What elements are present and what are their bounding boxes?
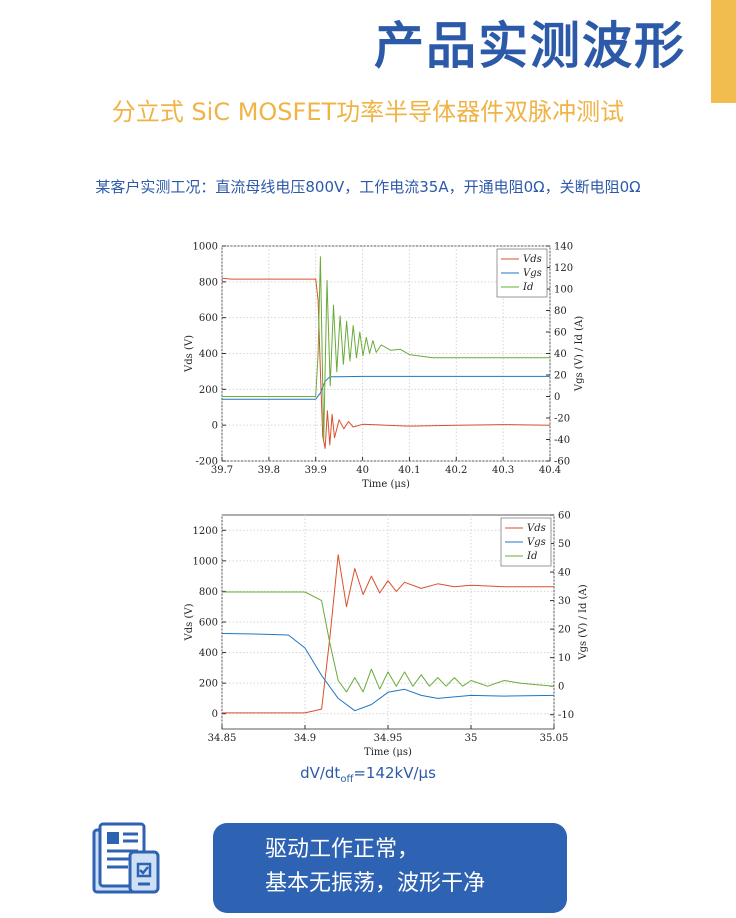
y-right-tick-label: 0 [558,682,564,693]
x-tick-label: 34.85 [208,733,237,744]
x-tick-label: 35 [465,733,478,744]
document-chip-icon [92,822,160,894]
legend-label: Vgs [523,268,542,279]
x-axis-label: Time (μs) [364,747,412,758]
dvdt-formula: dV/dtoff=142kV/μs [0,764,736,785]
y-right-tick-label: 120 [554,263,573,274]
y-right-tick-label: 40 [558,568,571,579]
x-tick-label: 34.95 [374,733,403,744]
y-left-tick-label: 0 [212,421,218,432]
formula-sub: off [340,774,354,785]
x-tick-label: 39.8 [258,465,280,476]
conclusion-callout: 驱动工作正常， 基本无振荡，波形干净 [213,823,567,913]
legend-label: Vds [523,254,542,265]
y-right-tick-label: 30 [558,596,571,607]
x-tick-label: 39.9 [305,465,327,476]
y-left-tick-label: -200 [196,457,218,468]
chart-turn-on: 34.85 34.9 34.95 35 35.050200400600800100012… [184,511,589,759]
y-right-tick-label: 20 [554,371,567,382]
page-subtitle: 分立式 SiC MOSFET功率半导体器件双脉冲测试 [111,98,625,126]
series-line-id [222,256,550,440]
y-right-tick-label: 140 [554,242,573,253]
legend-label: Id [522,282,533,293]
y-left-axis-label: Vds (V) [184,603,195,641]
y-right-tick-label: 10 [558,653,571,664]
y-right-tick-label: 80 [554,306,567,317]
legend: Vds Vgs Id [500,517,552,567]
x-axis-label: Time (μs) [362,479,410,490]
x-tick-label: 35.05 [540,733,569,744]
y-left-tick-label: 0 [212,709,218,720]
y-right-tick-label: 40 [554,349,567,360]
y-left-tick-label: 1200 [193,526,218,537]
legend-label: Id [526,551,537,562]
callout-line-2: 基本无振荡，波形干净 [265,871,486,896]
y-right-tick-label: -60 [554,457,570,468]
y-right-tick-label: -20 [554,414,570,425]
y-right-tick-label: 60 [554,328,567,339]
series-line-vgs [222,375,550,400]
y-right-tick-label: -10 [558,710,574,721]
x-tick-label: 34.9 [294,733,316,744]
y-left-tick-label: 800 [199,587,218,598]
x-tick-label: 40.3 [492,465,514,476]
y-right-tick-label: 100 [554,285,573,296]
x-tick-label: 40.4 [539,465,561,476]
x-tick-label: 40 [356,465,369,476]
y-right-tick-label: 60 [558,511,571,522]
y-left-axis-label: Vds (V) [184,335,195,373]
y-left-tick-label: 200 [199,385,218,396]
formula-pre: dV/dt [300,764,341,782]
legend: Vds Vgs Id [496,248,548,298]
page-title: 产品实测波形 [374,17,686,75]
y-left-tick-label: 1000 [193,556,218,567]
y-right-axis-label: Vgs (V) / Id (A) [574,316,585,392]
series-line-id [222,591,555,693]
y-left-tick-label: 400 [199,648,218,659]
y-left-tick-label: 600 [199,618,218,629]
accent-bar [711,0,736,103]
y-left-tick-label: 800 [199,277,218,288]
legend-label: Vds [527,523,546,534]
x-tick-label: 39.7 [211,465,233,476]
y-right-tick-label: 50 [558,539,571,550]
test-conditions: 某客户实测工况：直流母线电压800V，工作电流35A，开通电阻0Ω，关断电阻0Ω [95,178,641,196]
y-left-tick-label: 200 [199,679,218,690]
y-right-axis-label: Vgs (V) / Id (A) [578,584,589,660]
x-tick-label: 40.1 [398,465,420,476]
y-left-tick-label: 400 [199,349,218,360]
y-right-tick-label: 0 [554,392,560,403]
y-right-tick-label: -40 [554,435,570,446]
legend-label: Vgs [527,537,546,548]
series-line-vgs [221,633,555,712]
x-tick-label: 40.2 [445,465,467,476]
y-right-tick-label: 20 [558,625,571,636]
callout-line-1: 驱动工作正常， [265,837,420,862]
chart-turn-off: 39.7 39.8 39.9 40 40.1 40.2 40.3 40.4-200020040… [184,242,585,491]
y-left-tick-label: 1000 [193,242,218,253]
formula-post: =142kV/μs [353,764,436,782]
series-line-vds [222,554,554,714]
y-left-tick-label: 600 [199,313,218,324]
